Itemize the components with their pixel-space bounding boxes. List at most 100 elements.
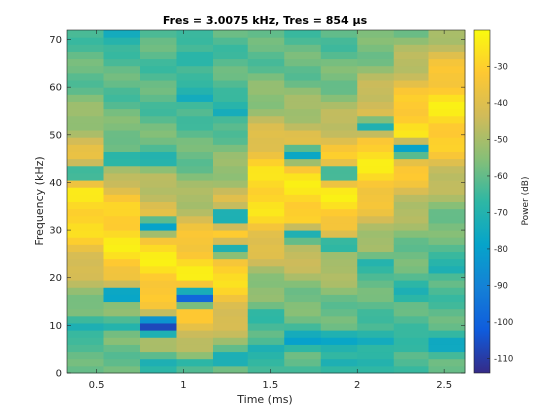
heatmap-cell xyxy=(176,180,214,188)
heatmap-cell xyxy=(140,337,177,345)
heatmap-cell xyxy=(320,37,358,45)
heatmap-cell xyxy=(320,80,358,88)
heatmap-cell xyxy=(212,258,249,267)
heatmap-cell xyxy=(212,330,249,338)
heatmap-cell xyxy=(67,108,104,117)
colorbar-tick-label: -70 xyxy=(494,208,508,218)
heatmap-cell xyxy=(320,237,358,245)
heatmap-cell xyxy=(428,287,466,295)
heatmap-cell xyxy=(247,72,285,81)
heatmap-cell xyxy=(320,137,358,145)
heatmap-cell xyxy=(67,294,104,303)
heatmap-cell xyxy=(212,87,249,95)
heatmap-cell xyxy=(67,365,104,374)
heatmap-cell xyxy=(247,37,285,45)
heatmap-cell xyxy=(320,315,358,324)
heatmap-cell xyxy=(428,65,466,74)
heatmap-cell xyxy=(212,301,249,310)
heatmap-cell xyxy=(247,187,285,195)
heatmap-cell xyxy=(212,122,249,131)
heatmap-cell xyxy=(103,172,141,181)
heatmap-cell xyxy=(247,180,285,188)
heatmap-cell xyxy=(357,58,395,67)
heatmap-cell xyxy=(247,258,285,267)
heatmap-cell xyxy=(284,344,322,353)
heatmap-cell xyxy=(140,308,177,317)
heatmap-cell xyxy=(247,201,285,210)
heatmap-cell xyxy=(357,287,395,295)
heatmap-cell xyxy=(103,51,141,60)
heatmap-cell xyxy=(140,280,177,288)
colorbar-label: Power (dB) xyxy=(521,177,531,226)
heatmap-cell xyxy=(176,301,214,310)
heatmap-cell xyxy=(320,230,358,238)
heatmap-cell xyxy=(393,222,429,231)
heatmap-cell xyxy=(320,201,358,210)
heatmap-cell xyxy=(140,294,177,303)
heatmap-cell xyxy=(393,151,429,160)
heatmap-cell xyxy=(140,208,177,217)
heatmap-cell xyxy=(428,137,466,145)
heatmap-cell xyxy=(212,194,249,202)
heatmap-cell xyxy=(357,37,395,45)
heatmap-cell xyxy=(320,272,358,281)
heatmap-cell xyxy=(67,251,104,260)
heatmap-cell xyxy=(428,37,466,45)
heatmap-cell xyxy=(176,58,214,67)
heatmap-cell xyxy=(357,51,395,60)
heatmap-cell xyxy=(357,358,395,367)
colorbar-tick-label: -110 xyxy=(494,354,513,364)
heatmap-cell xyxy=(357,94,395,102)
heatmap-cell xyxy=(176,87,214,95)
heatmap-cell xyxy=(247,65,285,74)
heatmap-cell xyxy=(212,358,249,367)
heatmap-cell xyxy=(103,201,141,210)
heatmap-cell xyxy=(247,272,285,281)
heatmap-cell xyxy=(284,251,322,260)
heatmap-cell xyxy=(247,330,285,338)
heatmap-cell xyxy=(67,194,104,202)
x-axis-ticks: 0.5 1 1.5 2 2.5 xyxy=(89,30,452,391)
heatmap-cell xyxy=(67,94,104,102)
heatmap-cell xyxy=(357,294,395,303)
heatmap-cell xyxy=(176,315,214,324)
heatmap-cell xyxy=(140,80,177,88)
heatmap-cell xyxy=(428,344,466,353)
heatmap-cell xyxy=(67,80,104,88)
heatmap-cell xyxy=(140,237,177,245)
heatmap-cell xyxy=(176,108,214,117)
heatmap-cell xyxy=(357,201,395,210)
heatmap-cell xyxy=(140,187,177,195)
y-tick-label: 20 xyxy=(49,273,62,284)
heatmap-cell xyxy=(212,315,249,324)
heatmap-cell xyxy=(428,201,466,210)
heatmap-cell xyxy=(140,108,177,117)
heatmap-cell xyxy=(103,280,141,288)
heatmap-cell xyxy=(428,151,466,160)
heatmap-cell xyxy=(284,44,322,52)
heatmap-cell xyxy=(284,215,322,224)
heatmap-cell xyxy=(247,322,285,331)
heatmap-cell xyxy=(320,322,358,331)
heatmap-cell xyxy=(284,365,322,374)
heatmap-cell xyxy=(357,322,395,331)
heatmap-cell xyxy=(393,30,429,38)
heatmap-cell xyxy=(176,65,214,74)
heatmap-cell xyxy=(212,287,249,295)
heatmap-cell xyxy=(103,65,141,74)
heatmap-cell xyxy=(140,265,177,274)
heatmap-cell xyxy=(393,301,429,310)
heatmap-cell xyxy=(176,265,214,274)
heatmap-cell xyxy=(428,258,466,267)
heatmap-cell xyxy=(212,144,249,152)
heatmap-cell xyxy=(212,208,249,217)
heatmap-cell xyxy=(247,172,285,181)
heatmap-cell xyxy=(140,37,177,45)
heatmap-cell xyxy=(67,130,104,138)
heatmap-cell xyxy=(176,230,214,238)
heatmap-cell xyxy=(140,94,177,102)
heatmap-cell xyxy=(393,215,429,224)
heatmap-cell xyxy=(428,44,466,52)
heatmap-cell xyxy=(103,130,141,138)
heatmap-cell xyxy=(320,94,358,102)
